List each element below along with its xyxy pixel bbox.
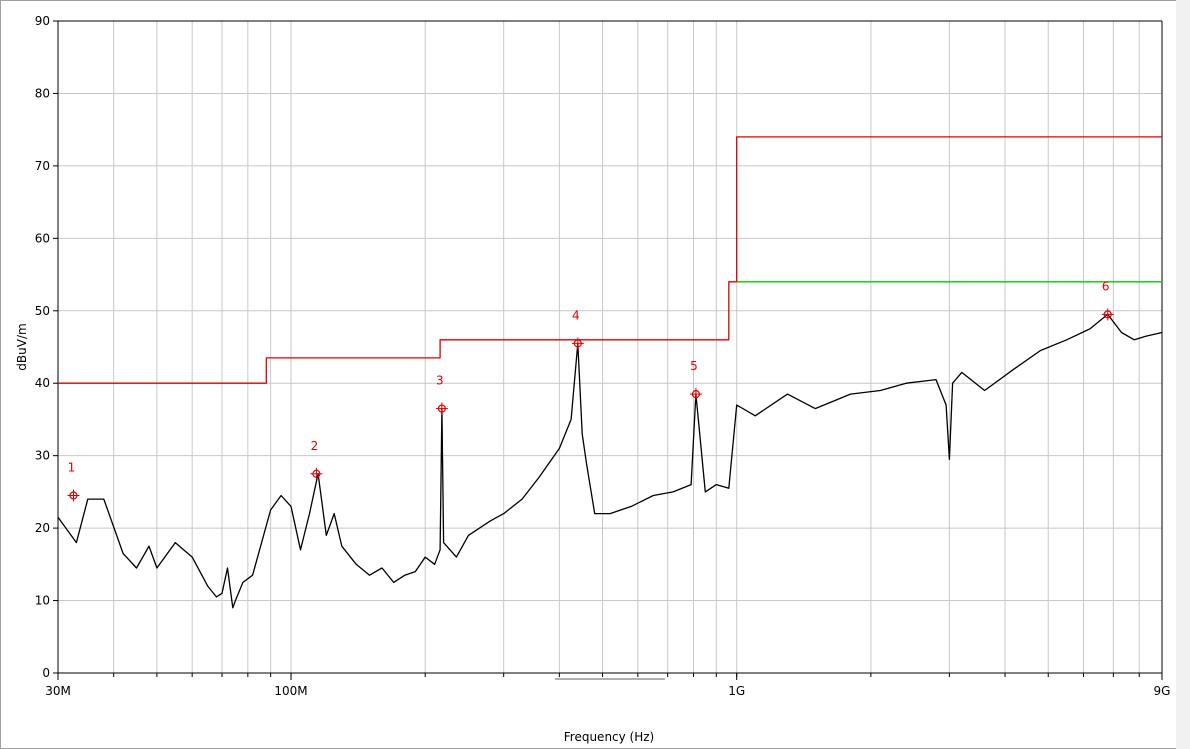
peak-marker: 5 [689, 359, 702, 401]
limit-line-series [58, 136, 1162, 384]
y-tick-label: 50 [35, 304, 50, 318]
y-tick-label: 0 [42, 666, 50, 680]
y-axis-title: dBuV/m [15, 323, 29, 370]
peak-marker: 4 [571, 308, 584, 350]
peak-marker-label: 5 [690, 359, 698, 373]
peak-marker-label: 2 [311, 439, 319, 453]
measured-series [57, 313, 1163, 609]
y-tick-label: 60 [35, 231, 50, 245]
x-tick-label: 9G [1154, 684, 1171, 698]
peak-marker-label: 3 [436, 374, 444, 388]
y-tick-label: 30 [35, 449, 50, 463]
x-tick-label: 30M [45, 684, 71, 698]
series-lines [57, 136, 1163, 609]
y-tick-label: 70 [35, 159, 50, 173]
right-frame-bar [1176, 0, 1190, 749]
y-tick-label: 40 [35, 376, 50, 390]
y-tick-label: 20 [35, 521, 50, 535]
x-tick-label: 100M [274, 684, 307, 698]
y-tick-label: 80 [35, 86, 50, 100]
x-tick-label: 1G [728, 684, 745, 698]
peak-marker-label: 6 [1102, 279, 1110, 293]
x-axis-title: Frequency (Hz) [564, 730, 655, 744]
peak-marker: 3 [435, 374, 448, 415]
axes: 0 10 20 30 40 50 60 70 80 90 30M 100M 1G 9G [35, 14, 1171, 698]
gridlines [58, 20, 1162, 674]
peak-marker: 6 [1101, 279, 1114, 321]
peak-markers: 1 2 3 4 5 6 [67, 279, 1114, 502]
y-tick-label: 90 [35, 14, 50, 28]
peak-marker-label: 1 [68, 461, 76, 475]
y-tick-label: 10 [35, 594, 50, 608]
peak-marker: 1 [67, 461, 80, 502]
peak-marker-label: 4 [572, 308, 580, 322]
peak-marker: 2 [310, 439, 323, 480]
plot-area [58, 21, 1162, 673]
